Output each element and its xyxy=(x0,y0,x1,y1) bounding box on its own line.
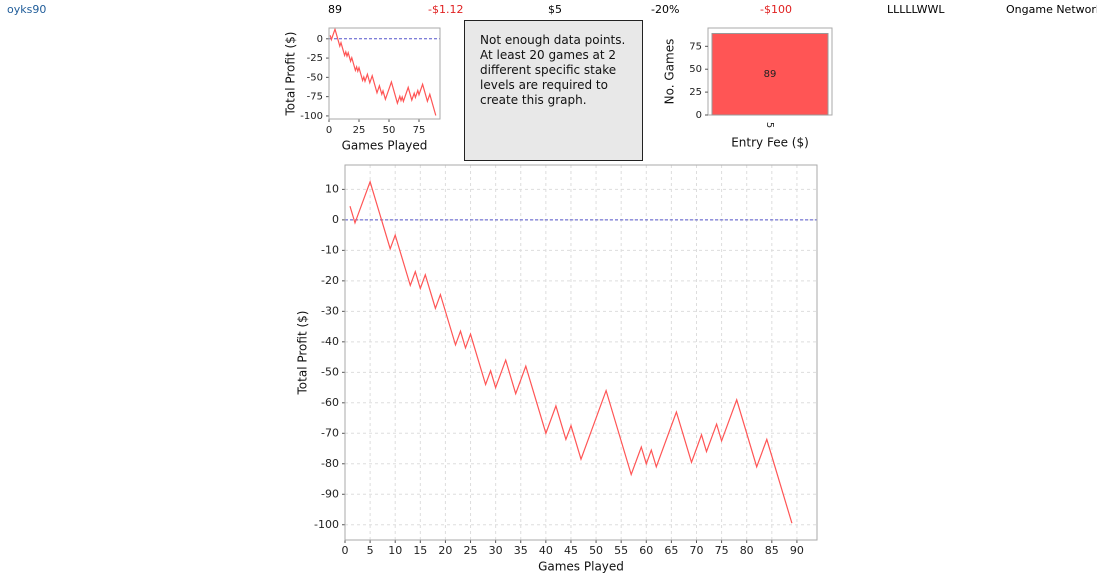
y-tick-label: -30 xyxy=(321,304,339,317)
x-tick-label: 65 xyxy=(664,544,678,557)
y-tick-label: -75 xyxy=(307,92,323,103)
y-tick-label: 0 xyxy=(696,110,702,121)
x-tick-label: 25 xyxy=(464,544,478,557)
x-tick-label: 55 xyxy=(614,544,628,557)
y-tick-label: 0 xyxy=(317,34,323,45)
header-cell: oyks90 xyxy=(7,3,46,16)
header-cell: Ongame Network xyxy=(1006,3,1097,16)
x-tick-label: 0 xyxy=(342,544,349,557)
y-tick-label: -70 xyxy=(321,426,339,439)
x-axis-title: Games Played xyxy=(538,560,624,574)
x-tick-label: 50 xyxy=(383,125,396,136)
y-tick-label: 25 xyxy=(689,87,702,98)
x-tick-label: 5 xyxy=(367,544,374,557)
x-tick-label: 25 xyxy=(353,125,366,136)
x-tick-label: 85 xyxy=(765,544,779,557)
header-cell: -$1.12 xyxy=(428,3,463,16)
y-tick-label: 10 xyxy=(325,182,339,195)
x-tick-label: 35 xyxy=(514,544,528,557)
header-cell: 89 xyxy=(328,3,342,16)
header-cell: $5 xyxy=(548,3,562,16)
x-tick-label: 40 xyxy=(539,544,553,557)
y-axis-title: Total Profit ($) xyxy=(296,311,310,396)
y-tick-label: -100 xyxy=(314,518,339,531)
y-tick-label: -20 xyxy=(321,274,339,287)
plot-area xyxy=(328,27,441,120)
y-tick-label: 50 xyxy=(689,64,702,75)
x-tick-label: 45 xyxy=(564,544,578,557)
bar-value-label: 89 xyxy=(764,69,777,80)
y-tick-label: 75 xyxy=(689,41,702,52)
y-tick-label: -90 xyxy=(321,487,339,500)
y-tick-label: -80 xyxy=(321,457,339,470)
y-tick-label: 0 xyxy=(332,213,339,226)
y-tick-label: -60 xyxy=(321,396,339,409)
x-tick-label: 0 xyxy=(326,125,332,136)
x-tick-label: 80 xyxy=(740,544,754,557)
x-tick-label: 10 xyxy=(388,544,402,557)
plot-area xyxy=(344,164,818,541)
x-tick-label: 70 xyxy=(689,544,703,557)
profit-line xyxy=(329,27,437,116)
x-axis-title: Games Played xyxy=(342,139,428,153)
plot-border xyxy=(344,164,818,541)
y-axis-title: Total Profit ($) xyxy=(284,32,298,117)
header-cell: LLLLLWWL xyxy=(887,3,945,16)
header-cell: -20% xyxy=(651,3,679,16)
x-tick-label: 15 xyxy=(413,544,427,557)
x-axis-title: Entry Fee ($) xyxy=(731,136,809,150)
y-tick-label: -40 xyxy=(321,335,339,348)
plot-border xyxy=(328,27,441,120)
y-tick-label: -100 xyxy=(300,111,323,122)
y-tick-label: -50 xyxy=(321,365,339,378)
x-tick-label: 20 xyxy=(438,544,452,557)
x-tick-label: 90 xyxy=(790,544,804,557)
y-tick-label: -50 xyxy=(307,72,323,83)
x-tick-label: 30 xyxy=(489,544,503,557)
y-tick-label: -10 xyxy=(321,243,339,256)
x-tick-label: 60 xyxy=(639,544,653,557)
header-cell: -$100 xyxy=(760,3,792,16)
bar xyxy=(711,32,829,116)
y-axis-title: No. Games xyxy=(663,39,677,105)
message-box: Not enough data points. At least 20 game… xyxy=(464,20,643,161)
x-tick-label: 75 xyxy=(715,544,729,557)
x-tick-label: 5 xyxy=(764,122,775,128)
y-tick-label: -25 xyxy=(307,53,323,64)
x-tick-label: 75 xyxy=(413,125,426,136)
x-tick-label: 50 xyxy=(589,544,603,557)
profit-line xyxy=(349,179,793,524)
